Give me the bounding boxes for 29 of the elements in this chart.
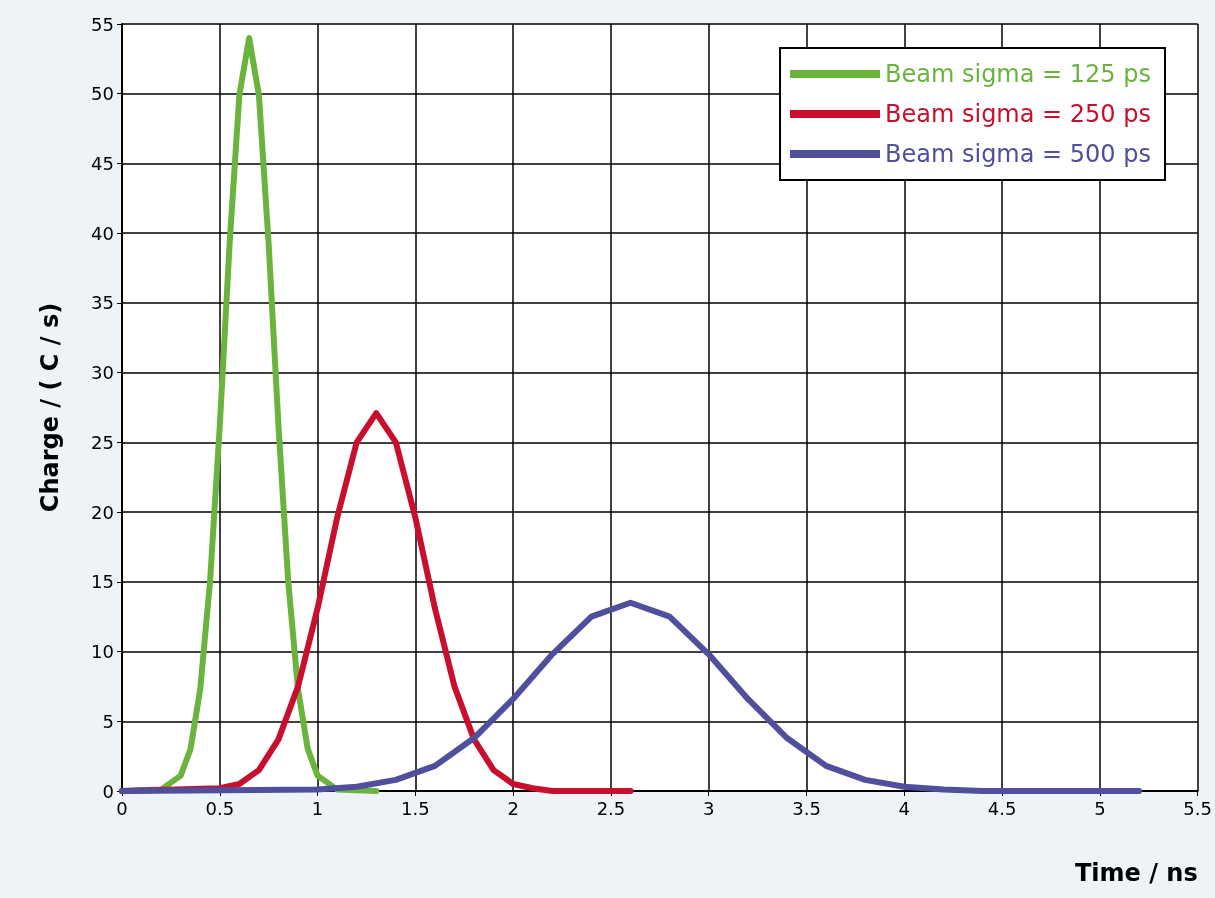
- x-tick-label: 4.5: [987, 797, 1017, 819]
- x-tick-label: 3: [703, 797, 715, 819]
- y-tick-label: 35: [91, 292, 114, 314]
- y-tick-label: 40: [91, 222, 114, 244]
- x-tick-label: 4: [898, 797, 911, 819]
- legend-label: Beam sigma = 250 ps: [885, 100, 1151, 128]
- x-tick-label: 5: [1094, 797, 1106, 819]
- x-tick-label: 1.5: [401, 797, 430, 819]
- x-tick-label: 1: [311, 797, 324, 819]
- y-tick-label: 25: [91, 431, 114, 453]
- y-tick-label: 10: [91, 641, 114, 663]
- y-tick-label: 0: [102, 780, 114, 802]
- legend-label: Beam sigma = 500 ps: [885, 140, 1151, 168]
- x-tick-label: 2: [507, 797, 519, 819]
- x-tick-label: 0.5: [205, 797, 235, 819]
- x-tick-label: 3.5: [792, 797, 821, 819]
- y-tick-label: 15: [91, 571, 114, 593]
- y-tick-label: 50: [91, 83, 114, 105]
- legend-label: Beam sigma = 125 ps: [885, 60, 1151, 88]
- y-tick-label: 5: [102, 710, 114, 732]
- y-axis-title: Charge / ( C / s): [36, 302, 64, 513]
- x-tick-label: 5.5: [1183, 797, 1213, 819]
- y-tick-label: 30: [91, 362, 114, 384]
- y-tick-label: 20: [91, 501, 114, 523]
- x-axis-title: Time / ns: [1074, 859, 1198, 887]
- x-tick-label: 0: [116, 797, 128, 819]
- x-tick-label: 2.5: [596, 797, 626, 819]
- y-tick-label: 45: [91, 152, 114, 174]
- y-tick-label: 55: [91, 13, 114, 35]
